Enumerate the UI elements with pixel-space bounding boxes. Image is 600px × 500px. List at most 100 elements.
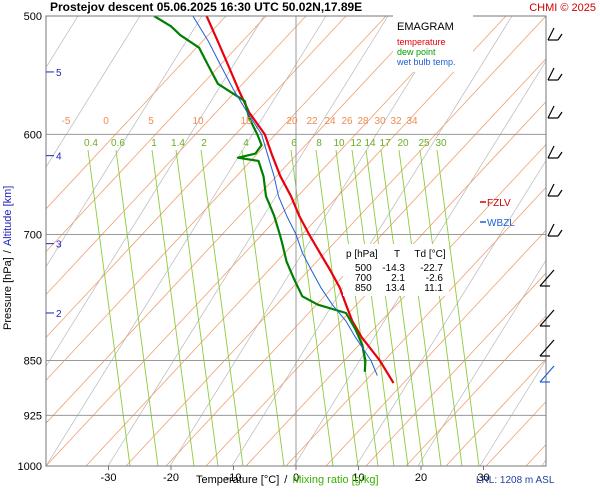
table-cell: 13.4 (386, 283, 406, 294)
mixing-ratio-line (380, 149, 424, 466)
dry-adiabat-line (46, 16, 307, 296)
dry-adiabat-line (125, 16, 546, 466)
wind-barb (539, 339, 555, 357)
wind-barb (547, 67, 563, 81)
mixing-ratio-line (87, 149, 131, 466)
legend: EMAGRAM temperature dew point wet bulb t… (393, 14, 473, 72)
altitude-tick-label: 4 (56, 152, 62, 163)
svg-text:Temperature [°C]/Mixing ratio: Temperature [°C] / Mixing ratio [g/kg] (196, 474, 379, 486)
table-cell: 500 (355, 263, 372, 274)
lrl-label: LRL: 1208 m ASL (476, 475, 555, 486)
mixing-ratio-line (315, 149, 359, 466)
wbzl-label: WBZL (487, 218, 515, 229)
legend-title: EMAGRAM (397, 21, 454, 33)
y-label-pressure: Pressure [hPa] (2, 257, 14, 330)
summary-table: p [hPa] T Td [°C] 500 -14.3 -22.7 700 2.… (343, 244, 449, 296)
mixing-ratio-label: 10 (333, 138, 345, 149)
dry-adiabat-label: -5 (62, 116, 71, 127)
altitude-tick-label: 3 (56, 240, 62, 251)
mixing-ratio-label: 1 (151, 138, 157, 149)
pressure-tick-label: 700 (24, 229, 42, 241)
dry-adiabat-line (325, 229, 546, 466)
y-label-sep: / (2, 249, 14, 253)
wind-barb (539, 309, 555, 327)
y-label-altitude: Altitude [km] (2, 186, 14, 247)
wind-barb (547, 223, 563, 237)
x-label-temperature: Temperature [°C] (196, 474, 279, 486)
mixing-ratio-label: 25 (418, 138, 430, 149)
wind-barb (539, 269, 555, 287)
wind-barbs (539, 27, 563, 383)
dry-adiabat-line (46, 16, 467, 466)
wind-barb (547, 183, 563, 197)
pressure-tick-label: 600 (24, 129, 42, 141)
isotherm-line (231, 16, 513, 466)
wind-barb (547, 27, 563, 41)
legend-temperature: temperature (397, 37, 446, 47)
copyright: CHMI © 2025 (529, 2, 596, 14)
mixing-ratio-line (436, 149, 480, 466)
mixing-ratio-label: 0.4 (84, 138, 98, 149)
pressure-tick-label: 500 (24, 11, 42, 23)
dry-adiabat-label: 5 (148, 116, 154, 127)
y-axis-title: Pressure [hPa] / Altitude [km] (2, 186, 14, 330)
altitude-tick-label: 5 (56, 68, 62, 79)
mixing-ratio-label: 2 (201, 138, 207, 149)
isotherm-line (46, 16, 265, 368)
profile-curves (153, 16, 395, 384)
dry-adiabat-line (46, 16, 387, 381)
dry-adiabat-line (445, 358, 546, 466)
temperature-tick-label: 10 (352, 472, 364, 484)
mixing-ratio-line (335, 149, 379, 466)
fzlv-marker: FZLV (480, 198, 511, 209)
dry-adiabat-line (46, 16, 267, 253)
legend-wetbulb: wet bulb temp. (396, 57, 456, 67)
mixing-ratio-label: 17 (379, 138, 391, 149)
pressure-tick-label: 925 (24, 410, 42, 422)
dry-adiabat-line (46, 16, 427, 424)
table-header-td: Td [°C] (414, 249, 445, 260)
mixing-ratio-line (151, 149, 195, 466)
chart-title: Prostejov descent 05.06.2025 16:30 UTC 5… (50, 0, 362, 14)
table-cell: -14.3 (382, 263, 405, 274)
temperature-tick-label: 20 (415, 472, 427, 484)
mixing-ratio-line (398, 149, 442, 466)
table-cell: 11.1 (424, 283, 443, 294)
mixing-ratio-label: 6 (291, 138, 297, 149)
background-lines (46, 16, 546, 466)
table-cell: 700 (355, 273, 372, 284)
mixing-ratio-line (175, 149, 219, 466)
dry-adiabat-label: 26 (341, 116, 353, 127)
dry-adiabat-line (365, 272, 546, 466)
dry-adiabat-label: 30 (374, 116, 386, 127)
mixing-ratio-line (419, 149, 463, 466)
dry-adiabat-label: 10 (192, 116, 204, 127)
dry-adiabat-label: 0 (103, 116, 109, 127)
dry-adiabat-label: 28 (357, 116, 369, 127)
table-cell: -22.7 (420, 263, 443, 274)
mixing-ratio-label: 0.6 (111, 138, 125, 149)
table-cell: 2.1 (391, 273, 405, 284)
temperature-tick-label: 30 (477, 472, 489, 484)
mixing-ratio-label: 14 (364, 138, 376, 149)
altitude-tick-label: 2 (56, 309, 62, 320)
table-header-p: p [hPa] (346, 249, 378, 260)
temperature-curve (205, 16, 395, 384)
mixing-ratio-label: 30 (435, 138, 447, 149)
isotherm-line (46, 16, 327, 466)
wbzl-marker: WBZL (480, 218, 515, 229)
dry-adiabat-label: 22 (306, 116, 318, 127)
mixing-ratio-label: 8 (316, 138, 322, 149)
dry-adiabat-line (245, 143, 546, 466)
table-cell: -2.6 (426, 273, 444, 284)
x-label-sep: / (284, 474, 288, 486)
isotherm-line (293, 60, 546, 466)
wind-barb (547, 105, 563, 119)
mixing-ratio-line (290, 149, 334, 466)
dry-adiabat-line (165, 58, 546, 466)
temperature-tick-label: -20 (163, 472, 179, 484)
isotherm-line (46, 16, 203, 268)
temperature-tick-label: 0 (293, 472, 299, 484)
